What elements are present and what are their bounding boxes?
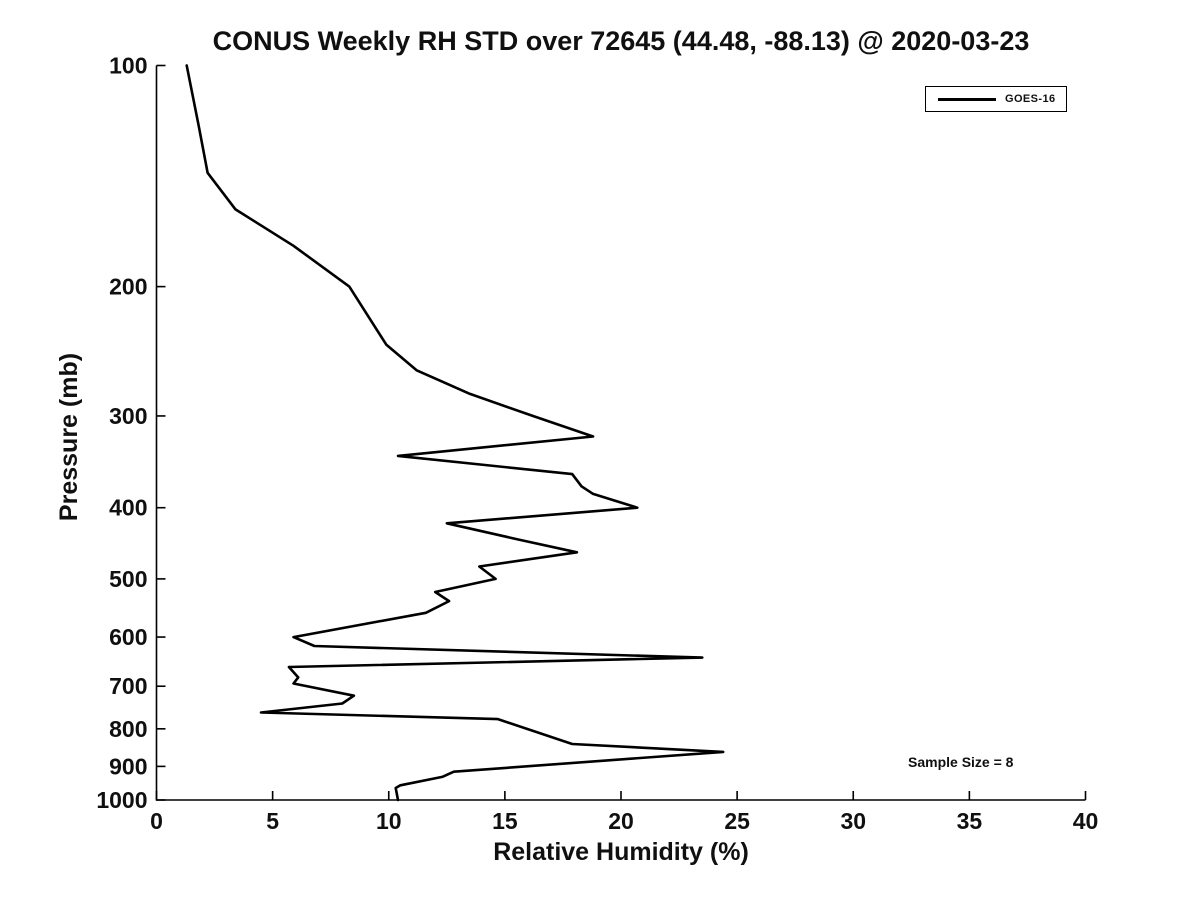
chart-title: CONUS Weekly RH STD over 72645 (44.48, -…: [212, 26, 1030, 56]
axis-spines: [155, 65, 1086, 801]
series-line-goes-16: [185, 64, 725, 802]
y-tick-label: 200: [109, 274, 147, 300]
y-tick-label: 1000: [96, 787, 147, 813]
legend: GOES-16: [925, 86, 1067, 112]
x-tick-label: 15: [492, 808, 518, 834]
y-tick-label: 300: [109, 403, 147, 429]
legend-label: GOES-16: [1005, 93, 1056, 105]
x-tick-label: 25: [724, 808, 750, 834]
y-tick-label: 700: [109, 673, 147, 699]
x-axis-label: Relative Humidity (%): [493, 838, 749, 866]
y-tick-label: 500: [109, 566, 147, 592]
x-tick-label: 0: [150, 808, 163, 834]
x-tick-label: 30: [840, 808, 866, 834]
sample-size-annotation: Sample Size = 8: [908, 754, 1014, 770]
x-tick-label: 20: [608, 808, 634, 834]
legend-line-sample-icon: [938, 97, 996, 101]
y-tick-label: 900: [109, 753, 147, 779]
x-tick-label: 5: [266, 808, 279, 834]
y-tick-label: 100: [109, 53, 147, 79]
y-tick-label: 600: [109, 624, 147, 650]
x-tick-label: 35: [957, 808, 983, 834]
y-tick-label: 800: [109, 716, 147, 742]
x-tick-label: 40: [1073, 808, 1099, 834]
y-tick-label: 400: [109, 495, 147, 521]
x-tick-label: 10: [376, 808, 402, 834]
